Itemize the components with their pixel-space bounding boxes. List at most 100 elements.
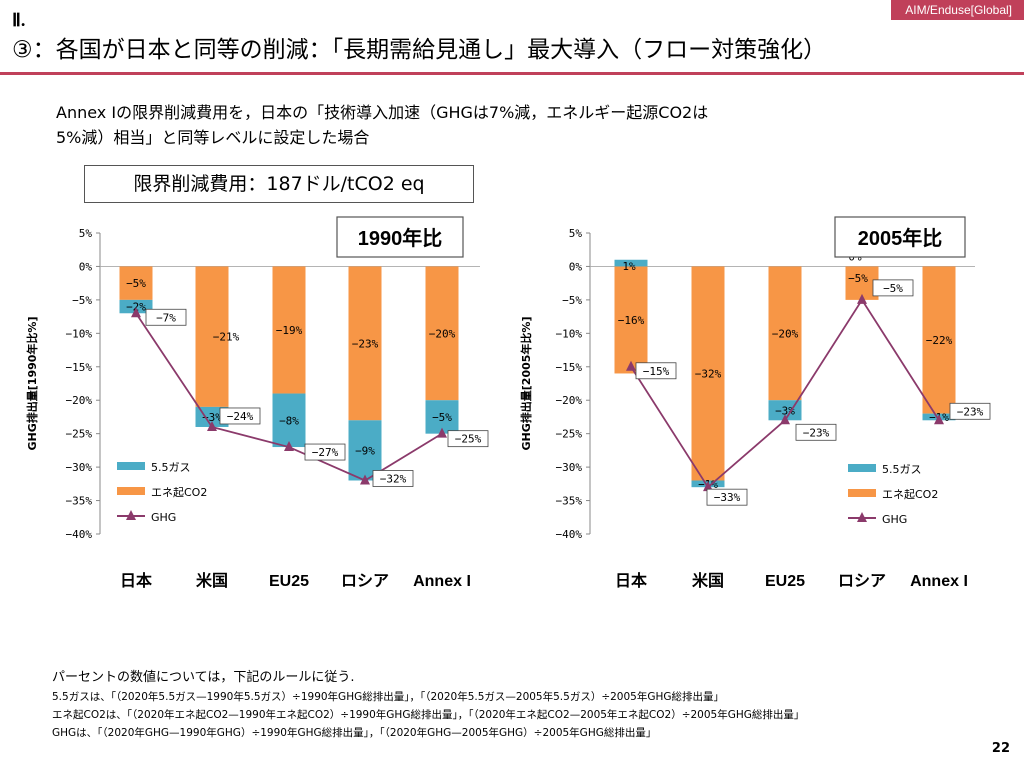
ghg-marker <box>857 293 867 304</box>
ghg-marker <box>360 474 370 485</box>
data-label-ghg: −32% <box>380 472 407 485</box>
notes-co2-rule: エネ起CO2は、「（2020年エネ起CO2—1990年エネ起CO2）÷1990年… <box>52 709 805 721</box>
legend-label: 5.5ガス <box>151 461 191 474</box>
data-label-co2: −21% <box>213 331 240 344</box>
bar-co2 <box>614 266 648 374</box>
legend-marker <box>857 512 867 522</box>
ghg-label-box <box>949 402 991 420</box>
ghg-label-box <box>219 407 261 425</box>
y-tick-label: −40% <box>66 528 93 541</box>
page-number: 22 <box>991 741 1010 756</box>
data-label-co2: −5% <box>848 272 868 285</box>
y-tick-label: −5% <box>562 294 582 307</box>
ghg-marker <box>207 420 217 431</box>
data-label-ghg: −33% <box>714 491 741 504</box>
legend-swatch <box>117 487 145 495</box>
y-axis-title: GHG排出量[2005年比%] <box>519 317 533 451</box>
ghg-marker <box>934 414 944 425</box>
notes-heading: パーセントの数値については，下記のルールに従う. <box>52 670 355 685</box>
ghg-label-box <box>872 279 914 297</box>
y-tick-label: 5% <box>79 227 93 240</box>
y-tick-label: −25% <box>556 428 583 441</box>
y-tick-label: −20% <box>66 394 93 407</box>
section-number: Ⅱ. <box>12 10 26 30</box>
ghg-label-box <box>304 443 346 461</box>
bar-gas <box>768 400 802 421</box>
data-label-ghg: −7% <box>156 311 176 324</box>
legend-marker <box>126 510 136 520</box>
data-label-co2: −19% <box>276 324 303 337</box>
ghg-marker <box>437 427 447 438</box>
category-label: ロシア <box>341 573 389 590</box>
bar-co2 <box>195 266 229 407</box>
category-label: 日本 <box>120 571 152 590</box>
data-label-ghg: −23% <box>803 426 830 439</box>
ghg-marker <box>284 441 294 452</box>
y-tick-label: −30% <box>556 461 583 474</box>
data-label-ghg: −15% <box>643 365 670 378</box>
category-label: Annex I <box>413 573 471 590</box>
chart-1: 5% 0% −5% −10% −15% −20% −25% −30% −35% −40% GHG排出… <box>25 216 489 590</box>
y-tick-label: −40% <box>556 528 583 541</box>
category-label: EU25 <box>269 573 309 590</box>
ghg-marker <box>626 360 636 371</box>
data-label-co2: −22% <box>926 334 953 347</box>
y-tick-label: 0% <box>79 260 93 273</box>
bar-co2 <box>119 266 153 300</box>
y-tick-label: −10% <box>66 327 93 340</box>
legend-label: GHG <box>882 513 907 526</box>
data-label-gas: −2% <box>126 301 146 314</box>
category-label: EU25 <box>765 573 805 590</box>
ghg-marker <box>703 481 713 492</box>
bar-co2 <box>922 266 956 414</box>
bar-co2 <box>691 266 725 481</box>
data-label-ghg: −27% <box>312 446 339 459</box>
y-tick-label: −10% <box>556 327 583 340</box>
chart-title: 1990年比 <box>358 226 443 250</box>
legend-swatch <box>848 489 876 497</box>
intro-line-1: Annex Ⅰの限界削減費用を，日本の「技術導入加速（GHGは7%減，エネルギー… <box>56 103 709 122</box>
title-underline <box>0 72 1024 75</box>
data-label-co2: −23% <box>352 337 379 350</box>
data-label-co2: −16% <box>618 314 645 327</box>
category-label: 米国 <box>692 571 724 590</box>
y-tick-label: −35% <box>66 495 93 508</box>
data-label-gas: −3% <box>775 404 795 417</box>
bar-gas <box>272 393 306 448</box>
category-label: ロシア <box>838 573 886 590</box>
ghg-label-box <box>372 470 414 487</box>
data-label-ghg: −23% <box>957 405 984 418</box>
ghg-label-box <box>706 488 748 506</box>
category-label: 米国 <box>196 571 228 590</box>
bar-co2 <box>348 266 382 421</box>
category-label: 日本 <box>615 571 647 590</box>
bar-gas <box>614 259 648 267</box>
intro-line-2: 5%減）相当」と同等レベルに設定した場合 <box>56 128 370 147</box>
section-tag: AIM/Enduse[Global] <box>891 0 1024 20</box>
y-tick-label: 5% <box>569 227 583 240</box>
notes-gas-rule: 5.5ガスは、「（2020年5.5ガス—1990年5.5ガス）÷1990年GHG… <box>52 691 725 703</box>
bar-gas <box>119 299 153 314</box>
ghg-label-box <box>635 362 677 380</box>
ghg-label-box <box>795 423 837 441</box>
y-axis-title: GHG排出量[1990年比%] <box>25 317 39 451</box>
data-label-co2: −20% <box>772 327 799 340</box>
y-tick-label: −15% <box>556 361 583 374</box>
marginal-cost-box: 限界削減費用：187ドル/tCO2 eq <box>84 165 474 203</box>
data-label-gas: 1% <box>622 260 636 273</box>
y-tick-label: −20% <box>556 394 583 407</box>
legend-swatch <box>848 464 876 472</box>
chart-title-box <box>336 216 464 258</box>
legend-label: GHG <box>151 511 176 524</box>
y-tick-label: −25% <box>66 428 93 441</box>
page-title: ③：各国が日本と同等の削減：「長期需給見通し」最大導入（フロー対策強化） <box>12 37 827 63</box>
data-label-co2: −5% <box>126 277 146 290</box>
y-tick-label: −30% <box>66 461 93 474</box>
data-label-ghg: −5% <box>883 282 903 295</box>
y-tick-label: 0% <box>569 260 583 273</box>
bar-co2 <box>425 266 459 401</box>
ghg-label-box <box>145 308 187 326</box>
legend-swatch <box>117 462 145 470</box>
